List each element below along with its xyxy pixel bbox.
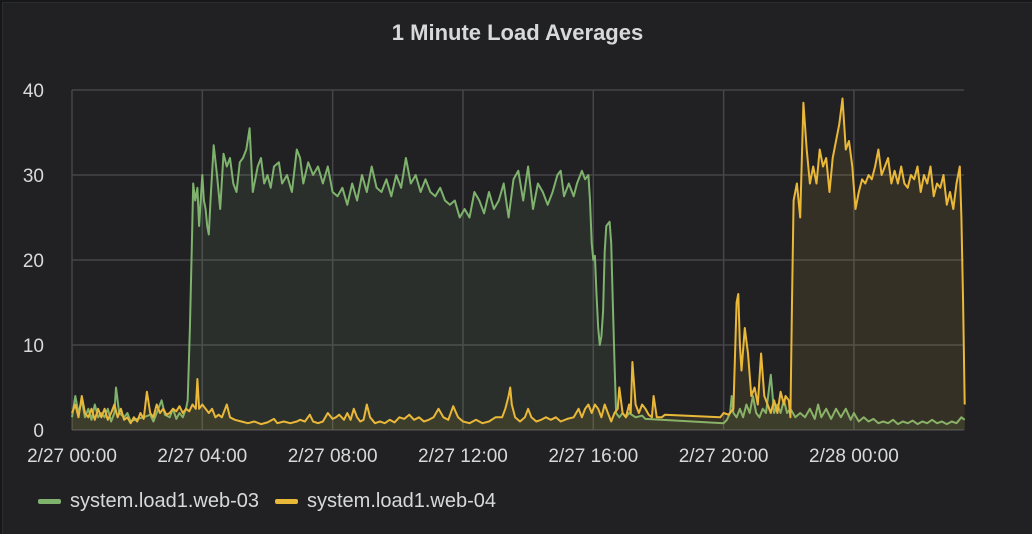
x-tick-label: 2/27 08:00: [288, 446, 378, 467]
x-tick-label: 2/27 12:00: [418, 446, 508, 467]
series-line: [71, 127, 966, 426]
legend-label: system.load1.web-04: [306, 490, 496, 512]
y-tick-label: 40: [23, 81, 44, 102]
legend-item-web-04[interactable]: system.load1.web-04: [274, 490, 496, 513]
y-tick-label: 30: [23, 166, 44, 187]
x-tick-label: 2/27 20:00: [679, 446, 769, 467]
y-tick-label: 20: [23, 251, 44, 272]
panel-title: 1 Minute Load Averages: [391, 20, 644, 45]
series-line: [71, 97, 966, 426]
x-tick-label: 2/27 16:00: [548, 446, 638, 467]
y-axis: 0 10 20 30 40: [23, 81, 44, 442]
series-color-swatch-icon: [38, 499, 61, 504]
series-area: [72, 128, 965, 431]
y-tick-label: 10: [23, 336, 44, 357]
series-color-swatch-icon: [274, 499, 298, 504]
x-tick-label: 2/28 00:00: [809, 446, 899, 467]
x-tick-label: 2/27 04:00: [157, 446, 247, 467]
x-axis: 2/27 00:00 2/27 04:00 2/27 08:00 2/27 12:00…: [27, 446, 899, 467]
y-tick-label: 0: [33, 421, 44, 442]
legend-item-web-03[interactable]: system.load1.web-03: [38, 490, 259, 513]
series-layer: [71, 97, 966, 431]
legend-label: system.load1.web-03: [70, 490, 259, 512]
series-area: [72, 98, 965, 430]
x-tick-label: 2/27 00:00: [27, 446, 117, 467]
legend: system.load1.web-03 system.load1.web-04: [38, 490, 512, 513]
